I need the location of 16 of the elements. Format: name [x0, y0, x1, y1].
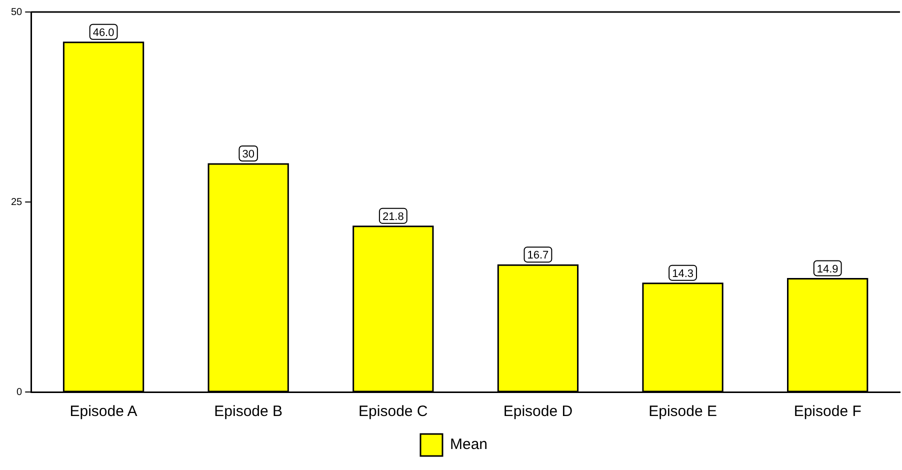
x-tick-label: Episode D [503, 403, 573, 420]
y-tick-label: 50 [11, 6, 23, 18]
legend-label: Mean [450, 436, 488, 454]
data-label: 16.7 [527, 250, 549, 262]
y-tick-label: 25 [11, 196, 23, 208]
data-label: 14.9 [816, 263, 838, 276]
x-tick-label: Episode F [794, 403, 862, 420]
x-tick-label: Episode A [70, 403, 138, 420]
x-tick-label: Episode B [214, 403, 283, 420]
data-label: 46.0 [92, 26, 114, 39]
data-label: 21.8 [382, 210, 404, 223]
x-tick-label: Episode C [358, 403, 428, 420]
data-label: 30 [242, 148, 254, 161]
y-tick-label: 0 [16, 386, 23, 398]
data-label: 14.3 [672, 268, 694, 280]
x-tick-label: Episode E [648, 403, 717, 420]
